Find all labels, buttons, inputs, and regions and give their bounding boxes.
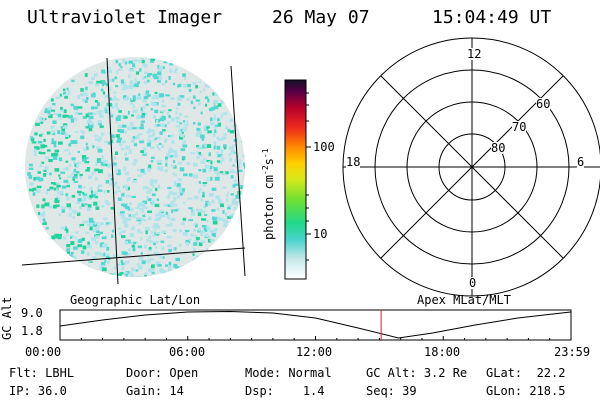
altitude-timeline bbox=[59, 309, 572, 341]
apex-grid-label: Apex MLat/MLT bbox=[417, 293, 511, 307]
longitude-line bbox=[106, 57, 119, 285]
colorbar bbox=[284, 79, 311, 280]
mlt-label-dawn: 6 bbox=[577, 155, 585, 169]
time-tick-label: 18:00 bbox=[424, 345, 461, 359]
altitude-tick-label: 9.0 bbox=[21, 306, 43, 320]
mode-status: Mode: Normal bbox=[245, 366, 332, 380]
geographic-grid-label: Geographic Lat/Lon bbox=[70, 293, 201, 307]
aurora-emission-speckle bbox=[27, 58, 245, 277]
geo-lat-status: GLat: 22.2 bbox=[486, 366, 566, 380]
altitude-axis-label: GC Alt bbox=[0, 296, 14, 340]
observation-time: 15:04:49 UT bbox=[432, 7, 552, 28]
sequence-status: Seq: 39 bbox=[366, 384, 417, 398]
time-tick-label: 00:00 bbox=[25, 345, 62, 359]
dsp-status: Dsp: 1.4 bbox=[245, 384, 325, 398]
latitude-line bbox=[21, 247, 246, 266]
polar-mlat-mlt-plot bbox=[342, 37, 600, 297]
time-tick-label: 23:59 bbox=[554, 345, 591, 359]
altitude-curve bbox=[59, 310, 571, 339]
door-status: Door: Open bbox=[126, 366, 199, 380]
colorbar-tick-label: 10 bbox=[313, 227, 328, 241]
uv-image-disk bbox=[21, 57, 246, 285]
filter-status: Flt: LBHL bbox=[9, 366, 75, 380]
mlat-label: 70 bbox=[512, 120, 527, 134]
mlat-label: 80 bbox=[491, 141, 506, 155]
colorbar-tick-label: 100 bbox=[313, 140, 335, 154]
longitude-line bbox=[230, 65, 246, 277]
colorbar-unit-label: photon cm-2s-1 bbox=[261, 148, 276, 240]
gain-status: Gain: 14 bbox=[126, 384, 184, 398]
mlt-label-noon: 12 bbox=[467, 47, 482, 61]
instrument-title: Ultraviolet Imager bbox=[27, 7, 223, 28]
time-tick-label: 06:00 bbox=[169, 345, 206, 359]
altitude-tick-label: 1.8 bbox=[21, 324, 43, 338]
mlt-label-midnight: 0 bbox=[469, 276, 477, 290]
gc-alt-status: GC Alt: 3.2 Re bbox=[366, 366, 468, 380]
geo-lon-status: GLon: 218.5 bbox=[486, 384, 566, 398]
time-tick-label: 12:00 bbox=[296, 345, 333, 359]
ip-status: IP: 36.0 bbox=[9, 384, 67, 398]
observation-date: 26 May 07 bbox=[272, 7, 370, 28]
mlat-label: 60 bbox=[536, 97, 551, 111]
mlt-label-dusk: 18 bbox=[346, 155, 361, 169]
